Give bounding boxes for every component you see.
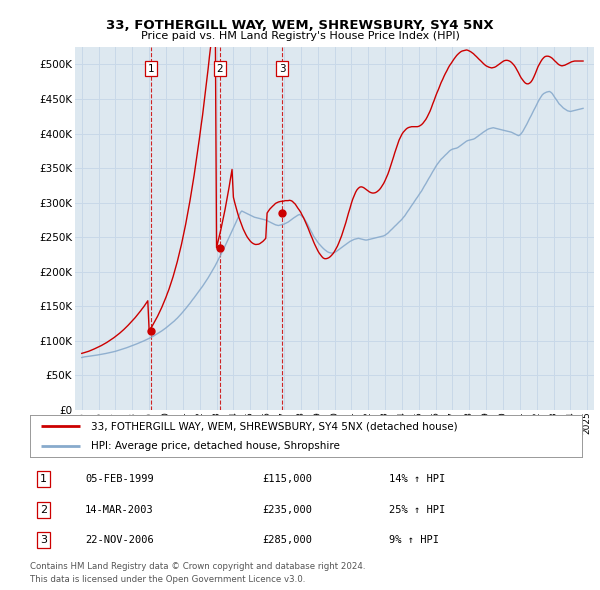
Text: 9% ↑ HPI: 9% ↑ HPI	[389, 535, 439, 545]
Text: This data is licensed under the Open Government Licence v3.0.: This data is licensed under the Open Gov…	[30, 575, 305, 584]
Text: £285,000: £285,000	[262, 535, 312, 545]
Text: 1: 1	[148, 64, 154, 74]
Text: 2: 2	[217, 64, 223, 74]
Text: Price paid vs. HM Land Registry's House Price Index (HPI): Price paid vs. HM Land Registry's House …	[140, 31, 460, 41]
Text: 1: 1	[40, 474, 47, 484]
Text: 2: 2	[40, 505, 47, 514]
Text: 14-MAR-2003: 14-MAR-2003	[85, 505, 154, 514]
Text: 33, FOTHERGILL WAY, WEM, SHREWSBURY, SY4 5NX (detached house): 33, FOTHERGILL WAY, WEM, SHREWSBURY, SY4…	[91, 421, 457, 431]
Text: £115,000: £115,000	[262, 474, 312, 484]
Text: 25% ↑ HPI: 25% ↑ HPI	[389, 505, 445, 514]
Text: HPI: Average price, detached house, Shropshire: HPI: Average price, detached house, Shro…	[91, 441, 340, 451]
Text: 33, FOTHERGILL WAY, WEM, SHREWSBURY, SY4 5NX: 33, FOTHERGILL WAY, WEM, SHREWSBURY, SY4…	[106, 19, 494, 32]
Text: Contains HM Land Registry data © Crown copyright and database right 2024.: Contains HM Land Registry data © Crown c…	[30, 562, 365, 571]
Text: 22-NOV-2006: 22-NOV-2006	[85, 535, 154, 545]
Text: 3: 3	[279, 64, 286, 74]
Text: £235,000: £235,000	[262, 505, 312, 514]
Text: 3: 3	[40, 535, 47, 545]
Text: 14% ↑ HPI: 14% ↑ HPI	[389, 474, 445, 484]
Text: 05-FEB-1999: 05-FEB-1999	[85, 474, 154, 484]
